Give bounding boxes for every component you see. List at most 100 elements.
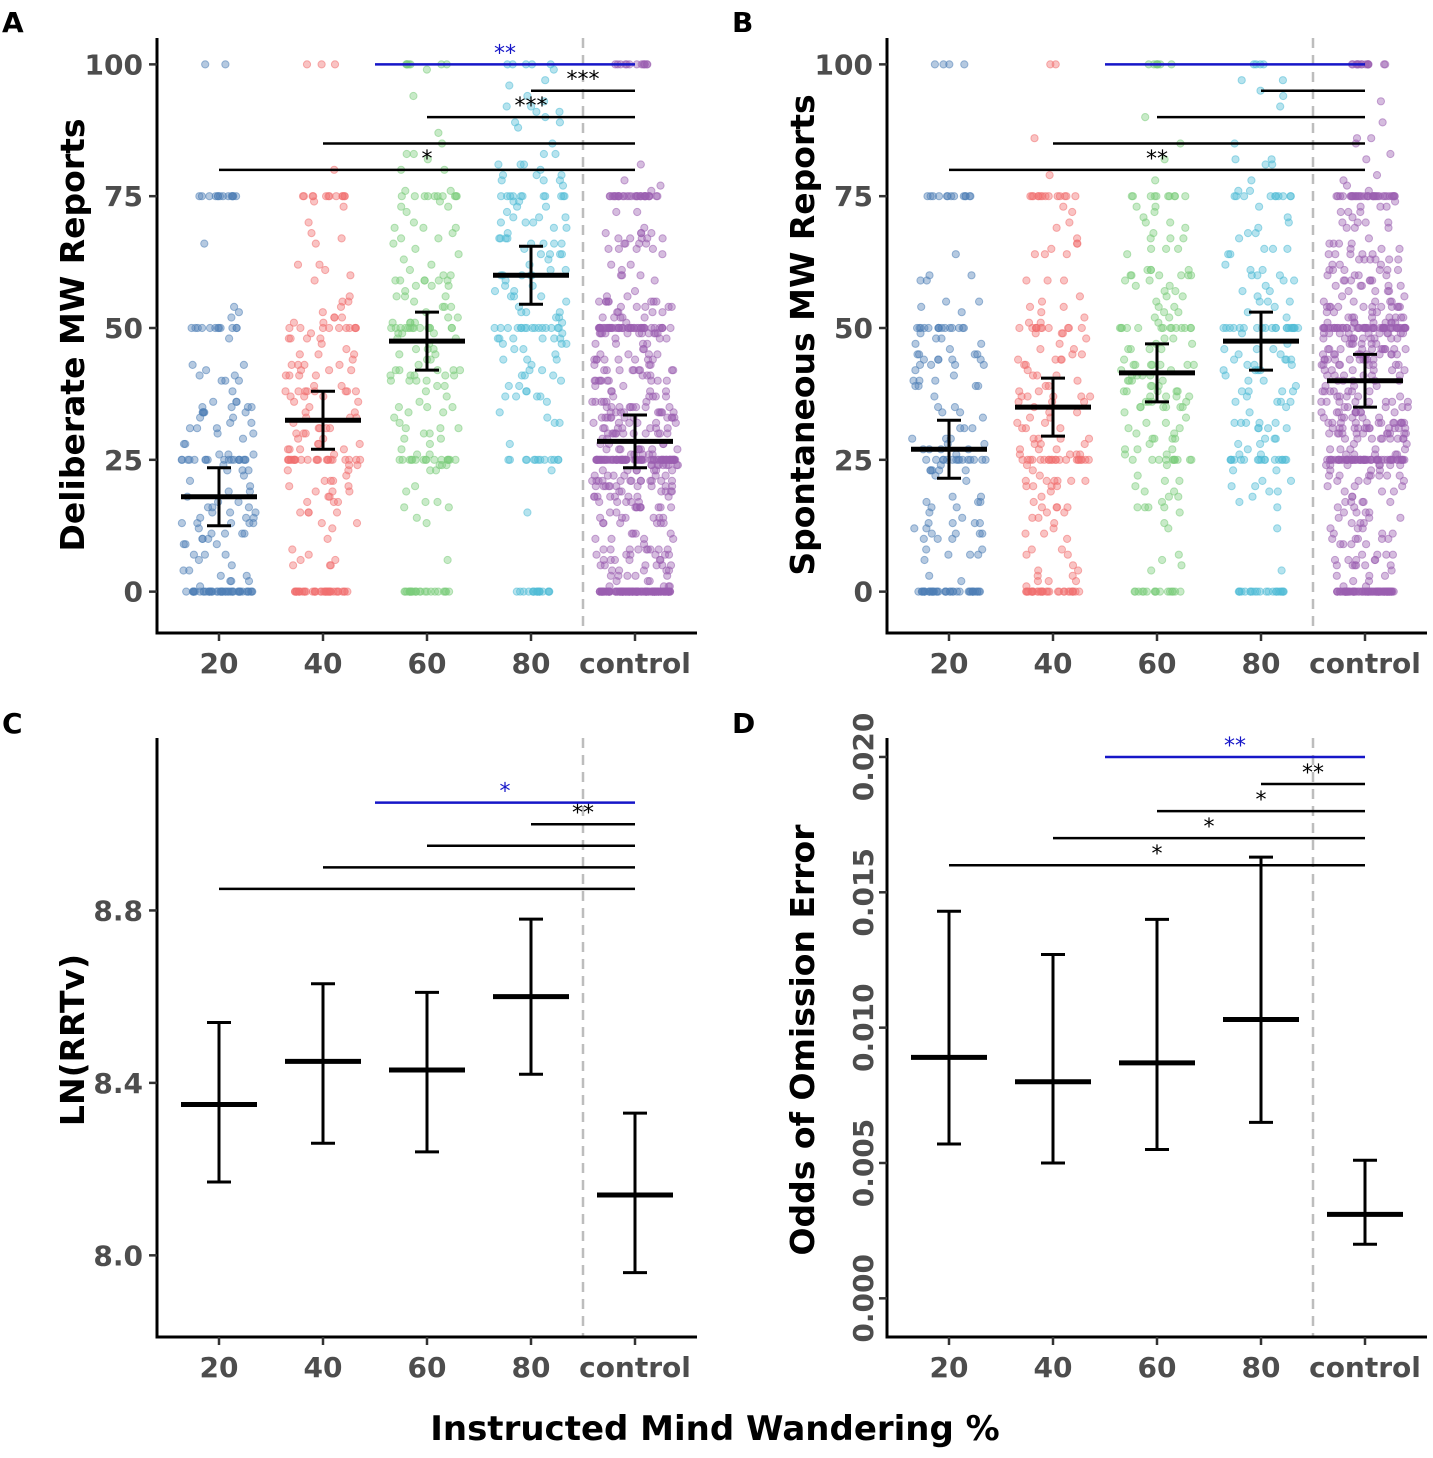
data-point-80 bbox=[498, 339, 507, 348]
data-point-control bbox=[1388, 529, 1397, 538]
data-point-60 bbox=[1133, 471, 1142, 480]
data-point-60 bbox=[390, 223, 399, 232]
data-point-control bbox=[633, 207, 642, 217]
data-point-60 bbox=[431, 350, 440, 359]
data-point-40 bbox=[304, 508, 313, 517]
data-point-control bbox=[607, 534, 616, 544]
x-tick-label: 60 bbox=[408, 647, 447, 680]
data-point-40 bbox=[355, 439, 364, 449]
data-point-60 bbox=[442, 461, 451, 470]
data-point-40 bbox=[345, 292, 354, 301]
data-point-20 bbox=[228, 323, 237, 333]
y-tick-label: 0 bbox=[124, 576, 143, 609]
data-point-80 bbox=[522, 387, 531, 396]
data-point-60 bbox=[1147, 566, 1156, 575]
data-point-40 bbox=[1044, 577, 1053, 586]
data-point-40 bbox=[330, 450, 339, 459]
data-point-control bbox=[597, 397, 606, 406]
data-point-40 bbox=[335, 360, 344, 369]
data-point-40 bbox=[1055, 339, 1064, 348]
data-point-60 bbox=[444, 503, 453, 512]
data-point-80 bbox=[505, 81, 514, 90]
data-point-80 bbox=[1286, 476, 1296, 485]
data-point-control bbox=[629, 529, 638, 538]
data-point-control bbox=[1333, 476, 1342, 485]
data-point-control bbox=[618, 323, 627, 333]
data-point-60 bbox=[1162, 244, 1171, 253]
data-point-40 bbox=[338, 297, 347, 306]
data-point-80 bbox=[539, 149, 549, 159]
x-tick-label: 40 bbox=[304, 647, 343, 680]
data-point-control bbox=[1362, 155, 1371, 164]
data-point-control bbox=[651, 392, 660, 401]
data-point-60 bbox=[395, 350, 404, 359]
panel-label-b: B bbox=[732, 6, 753, 39]
data-point-20 bbox=[968, 587, 977, 596]
data-point-40 bbox=[303, 387, 312, 396]
data-point-control bbox=[653, 376, 662, 385]
data-point-40 bbox=[300, 360, 309, 369]
data-point-60 bbox=[420, 276, 429, 285]
data-point-control bbox=[663, 571, 672, 580]
y-tick-label: 0.010 bbox=[847, 983, 880, 1072]
data-point-control bbox=[1358, 413, 1367, 422]
data-point-40 bbox=[1034, 513, 1043, 522]
data-point-80 bbox=[1285, 297, 1294, 306]
data-point-40 bbox=[1013, 418, 1022, 427]
data-point-control bbox=[623, 587, 632, 596]
data-point-60 bbox=[1122, 387, 1131, 396]
data-point-40 bbox=[1052, 223, 1061, 232]
data-point-control bbox=[1380, 587, 1389, 596]
panel-label-a: A bbox=[2, 6, 24, 39]
data-point-control bbox=[604, 323, 613, 333]
data-point-80 bbox=[1230, 418, 1239, 427]
data-point-60 bbox=[1185, 392, 1194, 401]
data-point-control bbox=[1348, 192, 1357, 201]
data-point-control bbox=[661, 392, 671, 401]
data-point-60 bbox=[1150, 587, 1160, 596]
data-point-control bbox=[671, 418, 680, 427]
data-point-control bbox=[1340, 487, 1349, 496]
data-point-80 bbox=[1263, 297, 1273, 306]
data-point-60 bbox=[434, 234, 443, 243]
data-point-60 bbox=[440, 302, 449, 311]
data-point-60 bbox=[1128, 192, 1138, 201]
data-point-40 bbox=[1068, 561, 1078, 570]
data-point-control bbox=[1355, 192, 1364, 201]
data-point-control bbox=[1391, 313, 1400, 322]
data-point-20 bbox=[966, 550, 975, 559]
data-point-control bbox=[1378, 118, 1387, 127]
data-point-20 bbox=[962, 476, 971, 485]
data-point-40 bbox=[1047, 244, 1056, 253]
data-point-60 bbox=[1162, 292, 1171, 301]
data-point-20 bbox=[975, 519, 985, 528]
data-point-control bbox=[1319, 413, 1328, 422]
data-point-60 bbox=[402, 207, 411, 217]
data-point-80 bbox=[1276, 397, 1286, 406]
data-point-control bbox=[1348, 492, 1357, 501]
data-point-60 bbox=[431, 466, 441, 475]
data-point-40 bbox=[342, 345, 351, 354]
data-point-80 bbox=[543, 413, 552, 422]
data-point-control bbox=[628, 366, 637, 375]
data-point-40 bbox=[1035, 471, 1044, 480]
data-point-80 bbox=[539, 192, 548, 201]
y-tick-label: 0.005 bbox=[847, 1119, 880, 1208]
data-point-80 bbox=[557, 339, 566, 348]
data-point-control bbox=[650, 276, 659, 285]
data-point-80 bbox=[1234, 439, 1243, 449]
data-point-60 bbox=[391, 276, 400, 285]
data-point-20 bbox=[251, 508, 260, 517]
data-point-60 bbox=[436, 434, 445, 443]
data-point-20 bbox=[240, 529, 249, 538]
data-point-control bbox=[599, 424, 608, 433]
data-point-80 bbox=[525, 366, 534, 375]
data-point-control bbox=[668, 482, 677, 491]
data-point-control bbox=[640, 534, 649, 544]
data-point-60 bbox=[1181, 192, 1190, 201]
data-point-20 bbox=[245, 519, 254, 528]
data-point-60 bbox=[395, 455, 404, 464]
data-point-control bbox=[1350, 455, 1360, 464]
data-point-40 bbox=[1028, 323, 1037, 333]
data-point-80 bbox=[1255, 587, 1265, 596]
